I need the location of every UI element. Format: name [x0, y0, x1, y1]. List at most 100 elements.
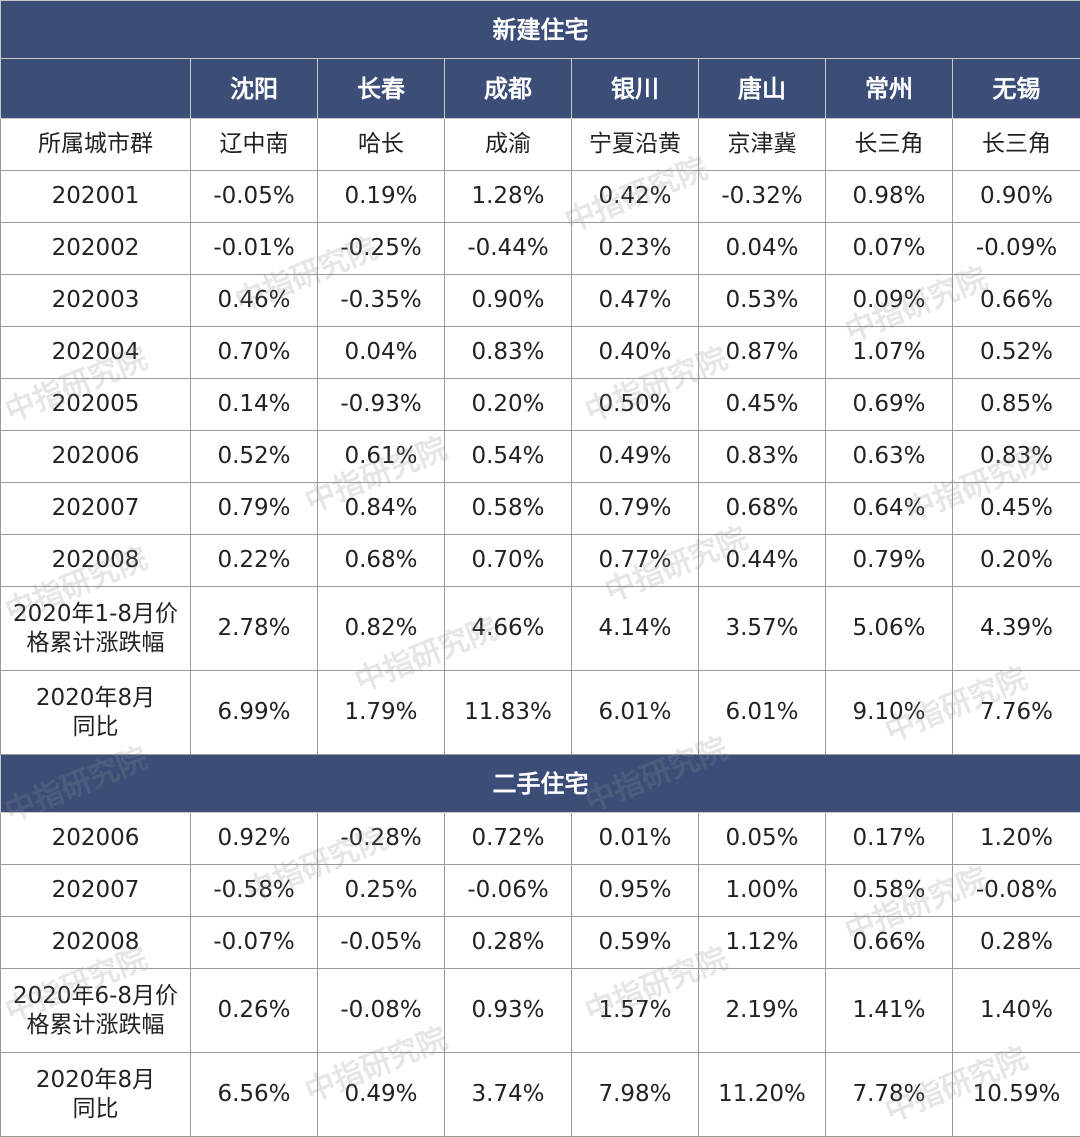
cell: 0.07%: [826, 223, 953, 275]
cell: 0.70%: [445, 535, 572, 587]
cell: 4.66%: [445, 587, 572, 671]
row-label: 2020年8月 同比: [1, 671, 191, 755]
cell: 0.05%: [699, 813, 826, 865]
cell: 6.99%: [191, 671, 318, 755]
cell: 0.64%: [826, 483, 953, 535]
cell: 11.83%: [445, 671, 572, 755]
cell: 0.83%: [953, 431, 1080, 483]
cell: 0.20%: [445, 379, 572, 431]
cell: 0.92%: [191, 813, 318, 865]
cell: 1.20%: [953, 813, 1080, 865]
cell: 辽中南: [191, 119, 318, 171]
cell: 1.28%: [445, 171, 572, 223]
column-header: 成都: [445, 59, 572, 119]
cell: 0.98%: [826, 171, 953, 223]
cell: 0.45%: [699, 379, 826, 431]
cell: -0.08%: [318, 969, 445, 1053]
cell: -0.01%: [191, 223, 318, 275]
cell: 4.39%: [953, 587, 1080, 671]
cell: 7.76%: [953, 671, 1080, 755]
cell: 0.83%: [445, 327, 572, 379]
cell: 6.01%: [699, 671, 826, 755]
cell: 0.01%: [572, 813, 699, 865]
cell: 0.14%: [191, 379, 318, 431]
cell: -0.06%: [445, 865, 572, 917]
cell: 0.28%: [445, 917, 572, 969]
cell: -0.58%: [191, 865, 318, 917]
cell: 0.47%: [572, 275, 699, 327]
cell: 0.63%: [826, 431, 953, 483]
cell: 0.09%: [826, 275, 953, 327]
cell: 0.58%: [826, 865, 953, 917]
data-row: 202001-0.05%0.19%1.28%0.42%-0.32%0.98%0.…: [1, 171, 1080, 223]
cell: 0.58%: [445, 483, 572, 535]
row-label: 2020年1-8月价格累计涨跌幅: [1, 587, 191, 671]
cell: 0.68%: [699, 483, 826, 535]
cell: 1.12%: [699, 917, 826, 969]
cell: 0.46%: [191, 275, 318, 327]
row-label: 202008: [1, 535, 191, 587]
header-row: 沈阳长春成都银川唐山常州无锡: [1, 59, 1080, 119]
row-label: 202005: [1, 379, 191, 431]
cell: 0.17%: [826, 813, 953, 865]
cell: 成渝: [445, 119, 572, 171]
cell: 5.06%: [826, 587, 953, 671]
cell: 0.26%: [191, 969, 318, 1053]
cell: -0.93%: [318, 379, 445, 431]
cell: 7.98%: [572, 1053, 699, 1137]
cell: -0.35%: [318, 275, 445, 327]
header-corner: [1, 59, 191, 119]
cell: 3.57%: [699, 587, 826, 671]
cell: 0.44%: [699, 535, 826, 587]
cell: 0.20%: [953, 535, 1080, 587]
cell: 0.79%: [826, 535, 953, 587]
cell: 2.78%: [191, 587, 318, 671]
cell: 0.79%: [191, 483, 318, 535]
cell: 0.90%: [445, 275, 572, 327]
cell: -0.07%: [191, 917, 318, 969]
cell: 长三角: [826, 119, 953, 171]
row-label: 202007: [1, 865, 191, 917]
cell: 京津冀: [699, 119, 826, 171]
data-row: 202008-0.07%-0.05%0.28%0.59%1.12%0.66%0.…: [1, 917, 1080, 969]
cell: -0.05%: [191, 171, 318, 223]
cell: 0.72%: [445, 813, 572, 865]
row-label: 202007: [1, 483, 191, 535]
cell: 9.10%: [826, 671, 953, 755]
cell: 0.79%: [572, 483, 699, 535]
cell: 7.78%: [826, 1053, 953, 1137]
row-label: 202003: [1, 275, 191, 327]
cell: 0.04%: [318, 327, 445, 379]
cell: -0.05%: [318, 917, 445, 969]
cell: 0.61%: [318, 431, 445, 483]
cell: 0.66%: [826, 917, 953, 969]
cell: 0.59%: [572, 917, 699, 969]
cell: 0.52%: [191, 431, 318, 483]
cell: 4.14%: [572, 587, 699, 671]
cell: 0.40%: [572, 327, 699, 379]
cell: -0.09%: [953, 223, 1080, 275]
cell: 3.74%: [445, 1053, 572, 1137]
cell: 0.68%: [318, 535, 445, 587]
cell: 0.70%: [191, 327, 318, 379]
section-title: 二手住宅: [1, 755, 1080, 813]
cell: 0.95%: [572, 865, 699, 917]
section-row: 二手住宅: [1, 755, 1080, 813]
cell: 2.19%: [699, 969, 826, 1053]
cell: 0.25%: [318, 865, 445, 917]
column-header: 常州: [826, 59, 953, 119]
cell: 1.07%: [826, 327, 953, 379]
cell: 0.84%: [318, 483, 445, 535]
cell: 0.22%: [191, 535, 318, 587]
cell: 0.87%: [699, 327, 826, 379]
cell: 长三角: [953, 119, 1080, 171]
cell: 0.53%: [699, 275, 826, 327]
cell: 哈长: [318, 119, 445, 171]
